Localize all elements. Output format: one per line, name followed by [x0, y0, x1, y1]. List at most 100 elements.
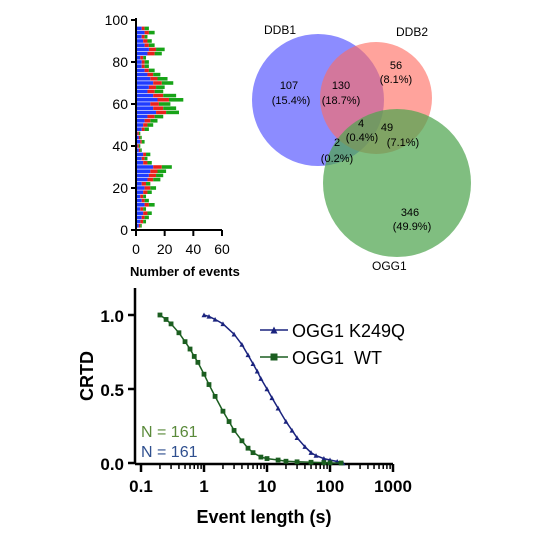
crtd-data-point: [176, 330, 182, 336]
histogram-bar: [136, 114, 148, 119]
histogram-bar: [147, 114, 155, 119]
histogram-bar: [168, 98, 184, 102]
crtd-data-point: [157, 312, 163, 318]
histogram-bar: [136, 64, 142, 68]
histogram-bar: [141, 198, 145, 203]
crtd-data-point: [264, 386, 270, 392]
histogram-bar: [141, 140, 145, 144]
crtd-data-point: [231, 428, 237, 433]
histogram-bar: [143, 39, 148, 43]
histogram-bar: [141, 215, 145, 220]
histogram-bar: [137, 144, 139, 148]
venn-pct-ddb1: (15.4%): [272, 95, 311, 107]
crtd-data-point: [289, 427, 295, 433]
crtd-data-point: [206, 382, 212, 387]
histogram-bar: [136, 198, 142, 203]
histogram-bar: [156, 173, 164, 178]
histogram-bar: [141, 182, 147, 186]
histogram-bar: [144, 68, 149, 73]
histogram-bar: [153, 93, 164, 98]
venn-pct-ddb1-ogg1: (0.2%): [321, 153, 353, 165]
legend-triangle-marker: [270, 326, 278, 334]
histogram-bar: [136, 219, 141, 224]
histogram-x-ticks: 0 20 40 60: [132, 230, 230, 257]
histogram-bar: [144, 30, 149, 35]
histogram-bar: [136, 43, 145, 47]
crtd-data-point: [258, 376, 264, 381]
histogram-bar: [150, 119, 158, 123]
histogram-bar: [148, 68, 155, 73]
crtd-y-tick-label: 1.0: [100, 307, 124, 326]
histogram-bar: [153, 81, 162, 85]
histogram-bar: [140, 207, 144, 211]
histogram-bar: [143, 56, 147, 60]
histogram-bar: [157, 77, 168, 81]
venn-pct-ddb2-ogg1: (7.1%): [387, 137, 419, 149]
histogram-bar: [136, 81, 154, 85]
histogram-bar: [136, 186, 145, 190]
histogram-bar: [161, 165, 172, 169]
histogram-y-tick-label: 0: [120, 222, 128, 238]
histogram-bar: [150, 102, 159, 106]
venn-count-all: 4: [358, 118, 364, 130]
histogram-bar: [147, 190, 152, 194]
crtd-data-point: [201, 371, 207, 377]
venn-circle-ogg1: [323, 109, 471, 257]
histogram-bar: [143, 219, 147, 224]
histogram-bar: [148, 203, 155, 207]
legend-label-k249q: OGG1 K249Q: [292, 321, 405, 341]
histogram-y-tick-label: 60: [112, 96, 128, 112]
histogram-bar: [136, 77, 151, 81]
histogram-bar: [138, 131, 141, 136]
histogram-bar: [147, 211, 152, 215]
histogram-bar: [140, 219, 144, 224]
crtd-data-point: [163, 317, 169, 322]
histogram-bar: [144, 119, 151, 123]
histogram-bar: [136, 72, 148, 77]
crtd-data-point: [294, 459, 300, 465]
histogram-bar: [140, 224, 142, 228]
histogram-bar: [136, 106, 154, 110]
histogram-bar: [147, 72, 154, 77]
histogram-bar: [136, 56, 141, 60]
histogram-bar: [136, 173, 149, 178]
crtd-data-point: [321, 460, 327, 465]
histogram-bar: [136, 68, 145, 73]
crtd-data-point: [239, 342, 245, 347]
crtd-data-point: [220, 321, 226, 327]
histogram-bar: [136, 148, 139, 152]
histogram-bar: [150, 77, 158, 81]
histogram-bar: [136, 102, 151, 106]
histogram-bar: [143, 207, 147, 211]
histogram-bar: [166, 110, 179, 115]
histogram-bar: [136, 26, 142, 31]
crtd-y-label: CRTD: [77, 351, 97, 401]
histogram-bar: [157, 169, 167, 173]
histogram-bar: [136, 190, 144, 194]
venn-pct-ddb2: (8.1%): [380, 74, 412, 86]
histogram-bar: [143, 152, 147, 157]
histogram-bar: [140, 140, 142, 144]
crtd-x-label: Event length (s): [196, 507, 331, 527]
histogram-bar: [136, 161, 144, 165]
crtd-x-tick-label: 10: [258, 477, 277, 496]
crtd-data-point: [245, 445, 251, 451]
crtd-data-point: [212, 394, 218, 399]
crtd-series-group: [157, 312, 346, 466]
histogram-bar: [156, 47, 165, 52]
crtd-data-point: [258, 454, 264, 460]
histogram-bar: [156, 85, 165, 89]
legend-square-marker: [270, 353, 278, 361]
histogram-bar: [146, 152, 151, 157]
histogram-bar: [144, 198, 149, 203]
crtd-data-point: [275, 457, 281, 463]
histogram-bar: [140, 56, 144, 60]
histogram-bar: [136, 152, 144, 157]
crtd-data-point: [226, 419, 232, 424]
histogram-bar: [161, 81, 174, 85]
histogram-bar: [136, 30, 145, 35]
crtd-panel: 0.0 0.5 1.0 0.1 1 10 100 1000 CRTD Event lengt…: [77, 288, 412, 527]
histogram-bar: [136, 169, 151, 173]
